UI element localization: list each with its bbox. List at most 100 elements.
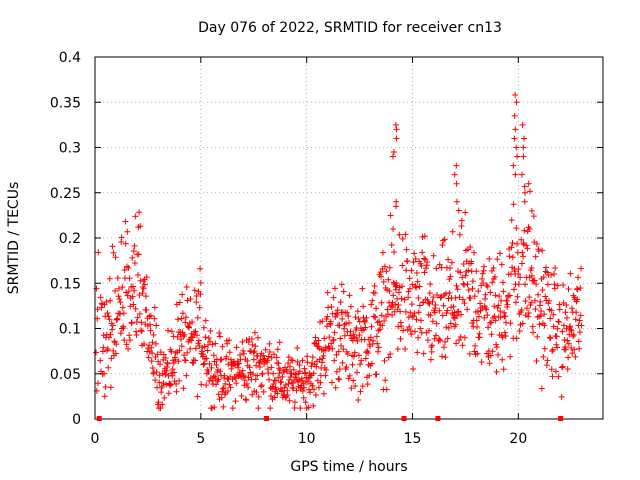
data-point — [267, 392, 274, 399]
data-point — [226, 349, 233, 356]
data-point — [456, 336, 463, 343]
data-point — [329, 345, 336, 352]
data-point — [104, 310, 111, 317]
data-point — [416, 302, 423, 309]
data-point — [480, 263, 487, 270]
data-point — [331, 357, 338, 364]
data-point — [141, 341, 148, 348]
data-point — [357, 361, 364, 368]
data-point — [415, 334, 422, 341]
data-point — [136, 209, 143, 216]
data-point — [161, 394, 168, 401]
data-point — [527, 188, 534, 195]
data-point — [576, 329, 583, 336]
data-point — [578, 265, 585, 272]
data-point — [299, 357, 306, 364]
data-point — [445, 256, 452, 263]
data-point — [426, 300, 433, 307]
data-point — [294, 358, 301, 365]
data-point — [245, 374, 252, 381]
data-point — [362, 355, 369, 362]
data-point — [382, 377, 389, 384]
data-point — [528, 299, 535, 306]
data-point — [306, 386, 313, 393]
data-point — [147, 321, 154, 328]
data-point — [201, 343, 208, 350]
data-point — [426, 327, 433, 334]
data-point — [359, 383, 366, 390]
data-point — [541, 345, 548, 352]
data-point — [178, 343, 185, 350]
x-axis-label: GPS time / hours — [290, 459, 407, 475]
data-point — [521, 135, 528, 142]
data-point — [492, 292, 499, 299]
data-point — [180, 385, 187, 392]
data-point — [337, 335, 344, 342]
data-point — [517, 274, 524, 281]
data-point — [371, 282, 378, 289]
data-point — [181, 352, 188, 359]
data-point — [442, 338, 449, 345]
data-point — [521, 183, 528, 190]
data-point — [384, 311, 391, 318]
data-point — [544, 357, 551, 364]
data-point — [106, 334, 113, 341]
data-point — [413, 284, 420, 291]
data-point — [395, 323, 402, 330]
data-point — [495, 351, 502, 358]
data-point — [154, 351, 161, 358]
data-point — [192, 328, 199, 335]
data-point — [107, 297, 114, 304]
data-point — [434, 292, 441, 299]
data-point — [174, 316, 181, 323]
data-point — [169, 372, 176, 379]
data-point — [513, 144, 520, 151]
data-point — [285, 380, 292, 387]
data-point — [229, 405, 236, 412]
data-point — [218, 394, 225, 401]
data-point — [413, 316, 420, 323]
data-point — [378, 273, 385, 280]
data-point — [255, 405, 262, 412]
data-point — [551, 285, 558, 292]
data-point — [162, 371, 169, 378]
data-point — [187, 295, 194, 302]
data-point — [520, 253, 527, 260]
data-point — [450, 303, 457, 310]
data-point — [117, 330, 124, 337]
data-point — [211, 404, 218, 411]
data-point — [506, 253, 513, 260]
data-point — [551, 271, 558, 278]
data-point — [548, 307, 555, 314]
data-point — [381, 317, 388, 324]
data-point — [182, 314, 189, 321]
data-point — [138, 327, 145, 334]
data-point — [346, 319, 353, 326]
data-point — [226, 381, 233, 388]
data-point — [309, 359, 316, 366]
y-tick-label: 0.35 — [50, 95, 81, 111]
data-point — [328, 304, 335, 311]
data-point — [519, 249, 526, 256]
data-point — [133, 332, 140, 339]
data-point — [530, 213, 537, 220]
data-point — [206, 377, 213, 384]
data-point — [254, 334, 261, 341]
data-point — [278, 388, 285, 395]
data-point — [450, 314, 457, 321]
data-point — [212, 340, 219, 347]
data-point — [170, 333, 177, 340]
data-point — [528, 207, 535, 214]
data-point — [386, 264, 393, 271]
data-point — [400, 327, 407, 334]
data-point — [339, 315, 346, 322]
data-point — [276, 370, 283, 377]
data-point — [335, 348, 342, 355]
data-point — [170, 360, 177, 367]
data-point — [328, 340, 335, 347]
data-point — [126, 275, 133, 282]
data-point — [147, 327, 154, 334]
data-point — [398, 295, 405, 302]
data-point — [112, 350, 119, 357]
data-point — [322, 372, 329, 379]
